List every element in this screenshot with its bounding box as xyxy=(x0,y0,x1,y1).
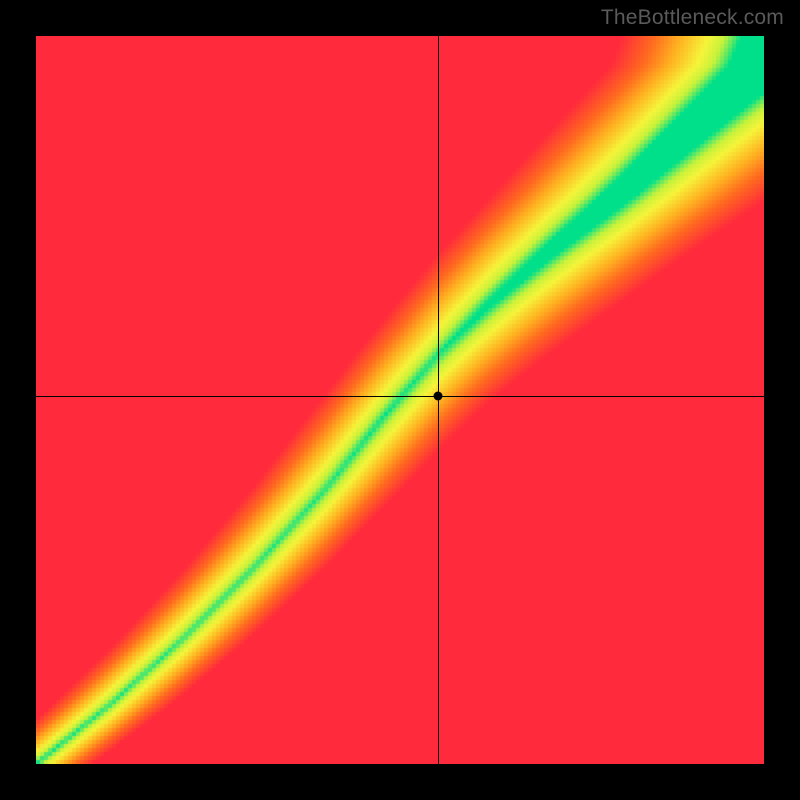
heatmap-canvas xyxy=(36,36,764,764)
crosshair-marker-dot xyxy=(433,392,442,401)
watermark-text: TheBottleneck.com xyxy=(601,6,784,30)
crosshair-horizontal xyxy=(36,396,764,397)
heatmap-plot xyxy=(36,36,764,764)
